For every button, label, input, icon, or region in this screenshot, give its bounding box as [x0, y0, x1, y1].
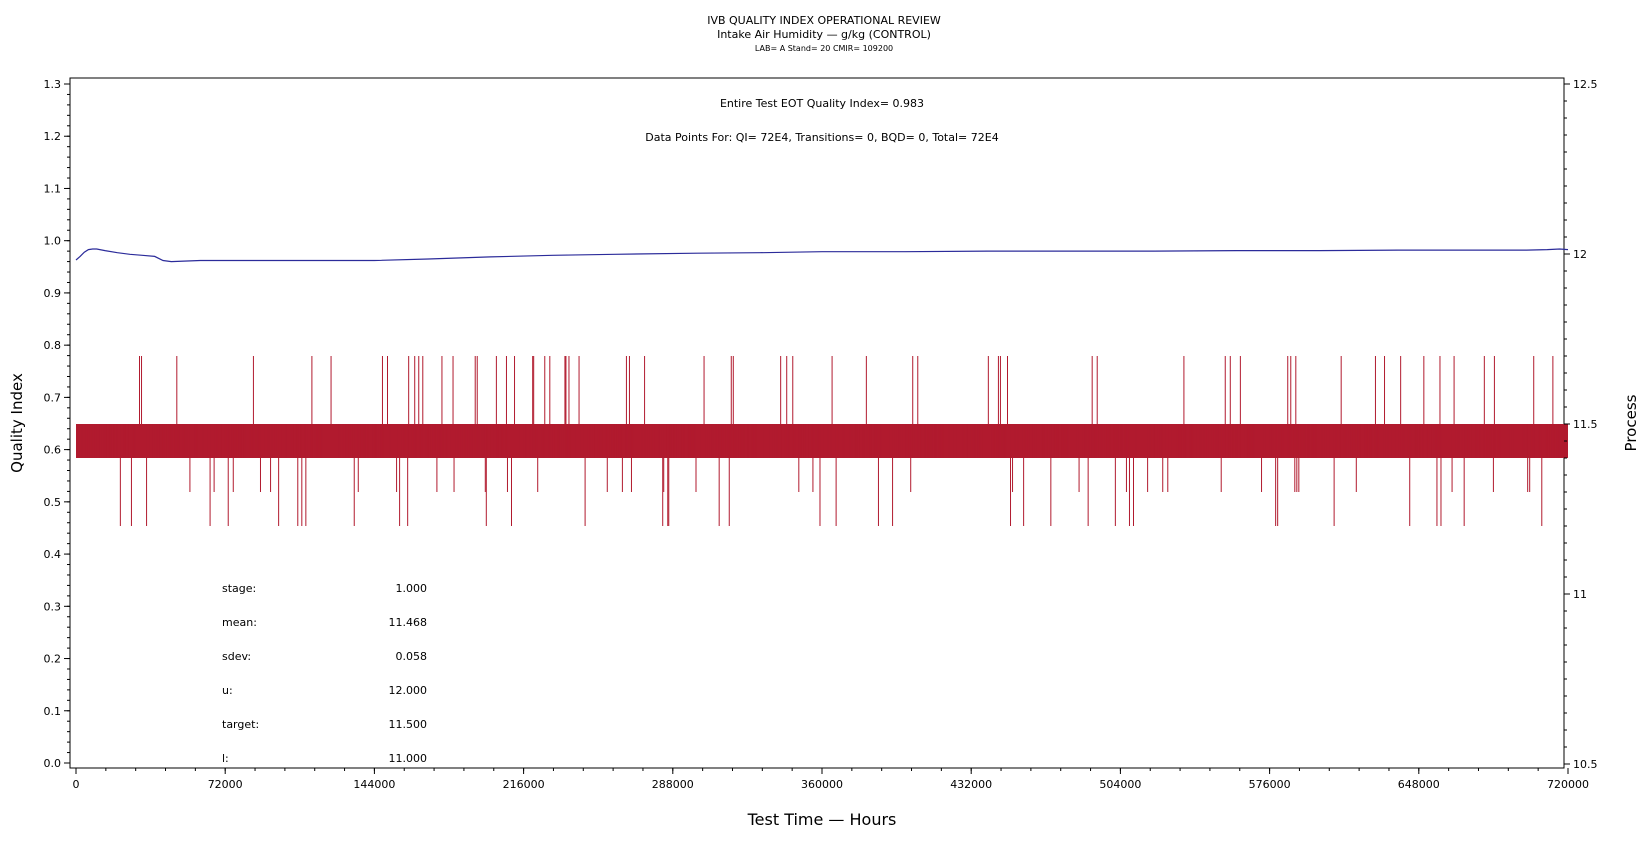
- y-axis-label-left: Quality Index: [8, 373, 26, 473]
- stats-value: 11.500: [389, 718, 428, 731]
- stats-label: target:: [222, 718, 259, 731]
- y-left-tick-label: 0.8: [44, 339, 62, 352]
- x-tick-label: 648000: [1398, 778, 1440, 791]
- x-tick-label: 72000: [208, 778, 243, 791]
- x-tick-label: 0: [73, 778, 80, 791]
- y-left-tick-label: 0.9: [44, 287, 62, 300]
- stats-value: 0.058: [396, 650, 428, 663]
- y-right-tick-label: 11: [1573, 588, 1587, 601]
- x-tick-label: 288000: [652, 778, 694, 791]
- y-left-tick-label: 0.4: [44, 548, 62, 561]
- y-left-tick-label: 0.7: [44, 391, 62, 404]
- chart-subtitle-2: LAB= A Stand= 20 CMIR= 109200: [755, 44, 893, 53]
- x-tick-label: 432000: [950, 778, 992, 791]
- x-tick-label: 576000: [1249, 778, 1291, 791]
- y-right-tick-label: 11.5: [1573, 418, 1598, 431]
- y-left-tick-label: 0.5: [44, 496, 62, 509]
- x-tick-label: 216000: [503, 778, 545, 791]
- y-left-tick-label: 1.0: [44, 235, 62, 248]
- stats-value: 1.000: [396, 582, 428, 595]
- chart-title: IVB QUALITY INDEX OPERATIONAL REVIEW: [707, 14, 941, 27]
- y-right-tick-label: 12.5: [1573, 78, 1598, 91]
- x-tick-label: 720000: [1547, 778, 1589, 791]
- y-left-tick-label: 0.2: [44, 653, 62, 666]
- y-left-tick-label: 1.1: [44, 182, 62, 195]
- stats-label: mean:: [222, 616, 257, 629]
- y-left-tick-label: 0.0: [44, 757, 62, 770]
- stats-value: 12.000: [389, 684, 428, 697]
- stats-label: u:: [222, 684, 233, 697]
- y-left-tick-label: 0.6: [44, 444, 62, 457]
- y-left-tick-label: 0.3: [44, 600, 62, 613]
- x-axis-label: Test Time — Hours: [747, 810, 897, 829]
- eot-annotation: Entire Test EOT Quality Index= 0.983: [720, 97, 924, 110]
- stats-value: 11.468: [389, 616, 428, 629]
- y-right-tick-label: 10.5: [1573, 758, 1598, 771]
- stats-label: stage:: [222, 582, 256, 595]
- stats-value: 11.000: [389, 752, 428, 765]
- stats-label: l:: [222, 752, 229, 765]
- x-tick-label: 144000: [353, 778, 395, 791]
- chart-subtitle: Intake Air Humidity — g/kg (CONTROL): [717, 28, 931, 41]
- plot-frame: [69, 77, 1565, 769]
- data-points-annotation: Data Points For: QI= 72E4, Transitions= …: [645, 131, 998, 144]
- y-left-tick-label: 0.1: [44, 705, 62, 718]
- series-line-quality-index: [75, 248, 1569, 263]
- y-left-tick-label: 1.2: [44, 130, 62, 143]
- y-left-tick-label: 1.3: [44, 78, 62, 91]
- x-tick-label: 360000: [801, 778, 843, 791]
- y-right-tick-label: 12: [1573, 248, 1587, 261]
- stats-label: sdev:: [222, 650, 251, 663]
- y-axis-label-right: Process: [1622, 394, 1640, 451]
- x-tick-label: 504000: [1099, 778, 1141, 791]
